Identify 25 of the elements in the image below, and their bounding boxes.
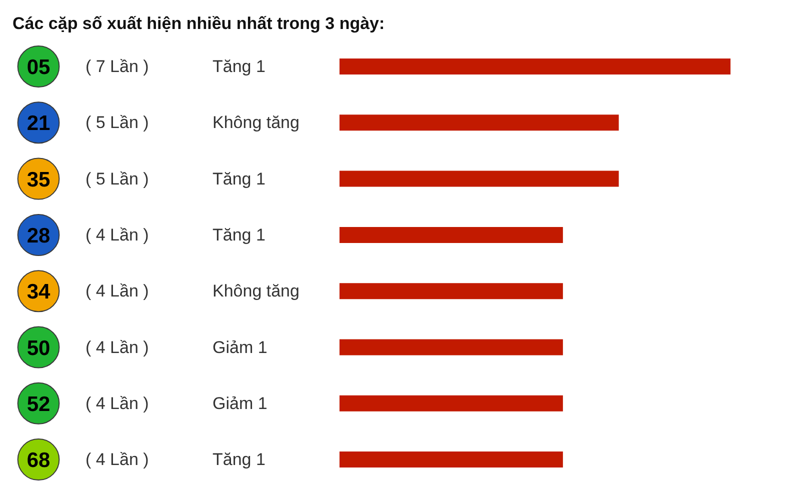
data-label: ( 4 Lần ) [86,282,149,301]
data-label: ( 7 Lần ) [86,57,149,76]
y-tick-label: 35 [26,168,50,192]
text: Tăng 1 [212,225,266,244]
data-label: ( 5 Lần ) [86,169,149,188]
y-tick-label: 52 [26,392,50,416]
y-tick-label: 28 [26,224,50,248]
y-tick-label: 34 [26,280,50,304]
text: Tăng 1 [212,169,266,188]
data-label: ( 4 Lần ) [86,338,149,357]
data-label: ( 4 Lần ) [86,450,149,470]
text: Giảm 1 [212,338,268,357]
text: Không tăng [212,113,300,132]
data-label: ( 4 Lần ) [86,225,149,244]
text: Các cặp số xuất hiện nhiều nhất trong 3 ngày: [12,14,385,33]
data-label: ( 5 Lần ) [86,113,149,132]
text: Giảm 1 [212,394,268,413]
text: Tăng 1 [212,57,266,76]
y-tick-label: 50 [26,336,50,360]
data-label: ( 4 Lần ) [86,394,149,413]
text: Tăng 1 [212,450,266,470]
y-tick-label: 05 [26,56,50,79]
y-tick-label: 21 [26,112,50,136]
text: Không tăng [212,282,300,301]
y-tick-label: 68 [26,449,50,472]
